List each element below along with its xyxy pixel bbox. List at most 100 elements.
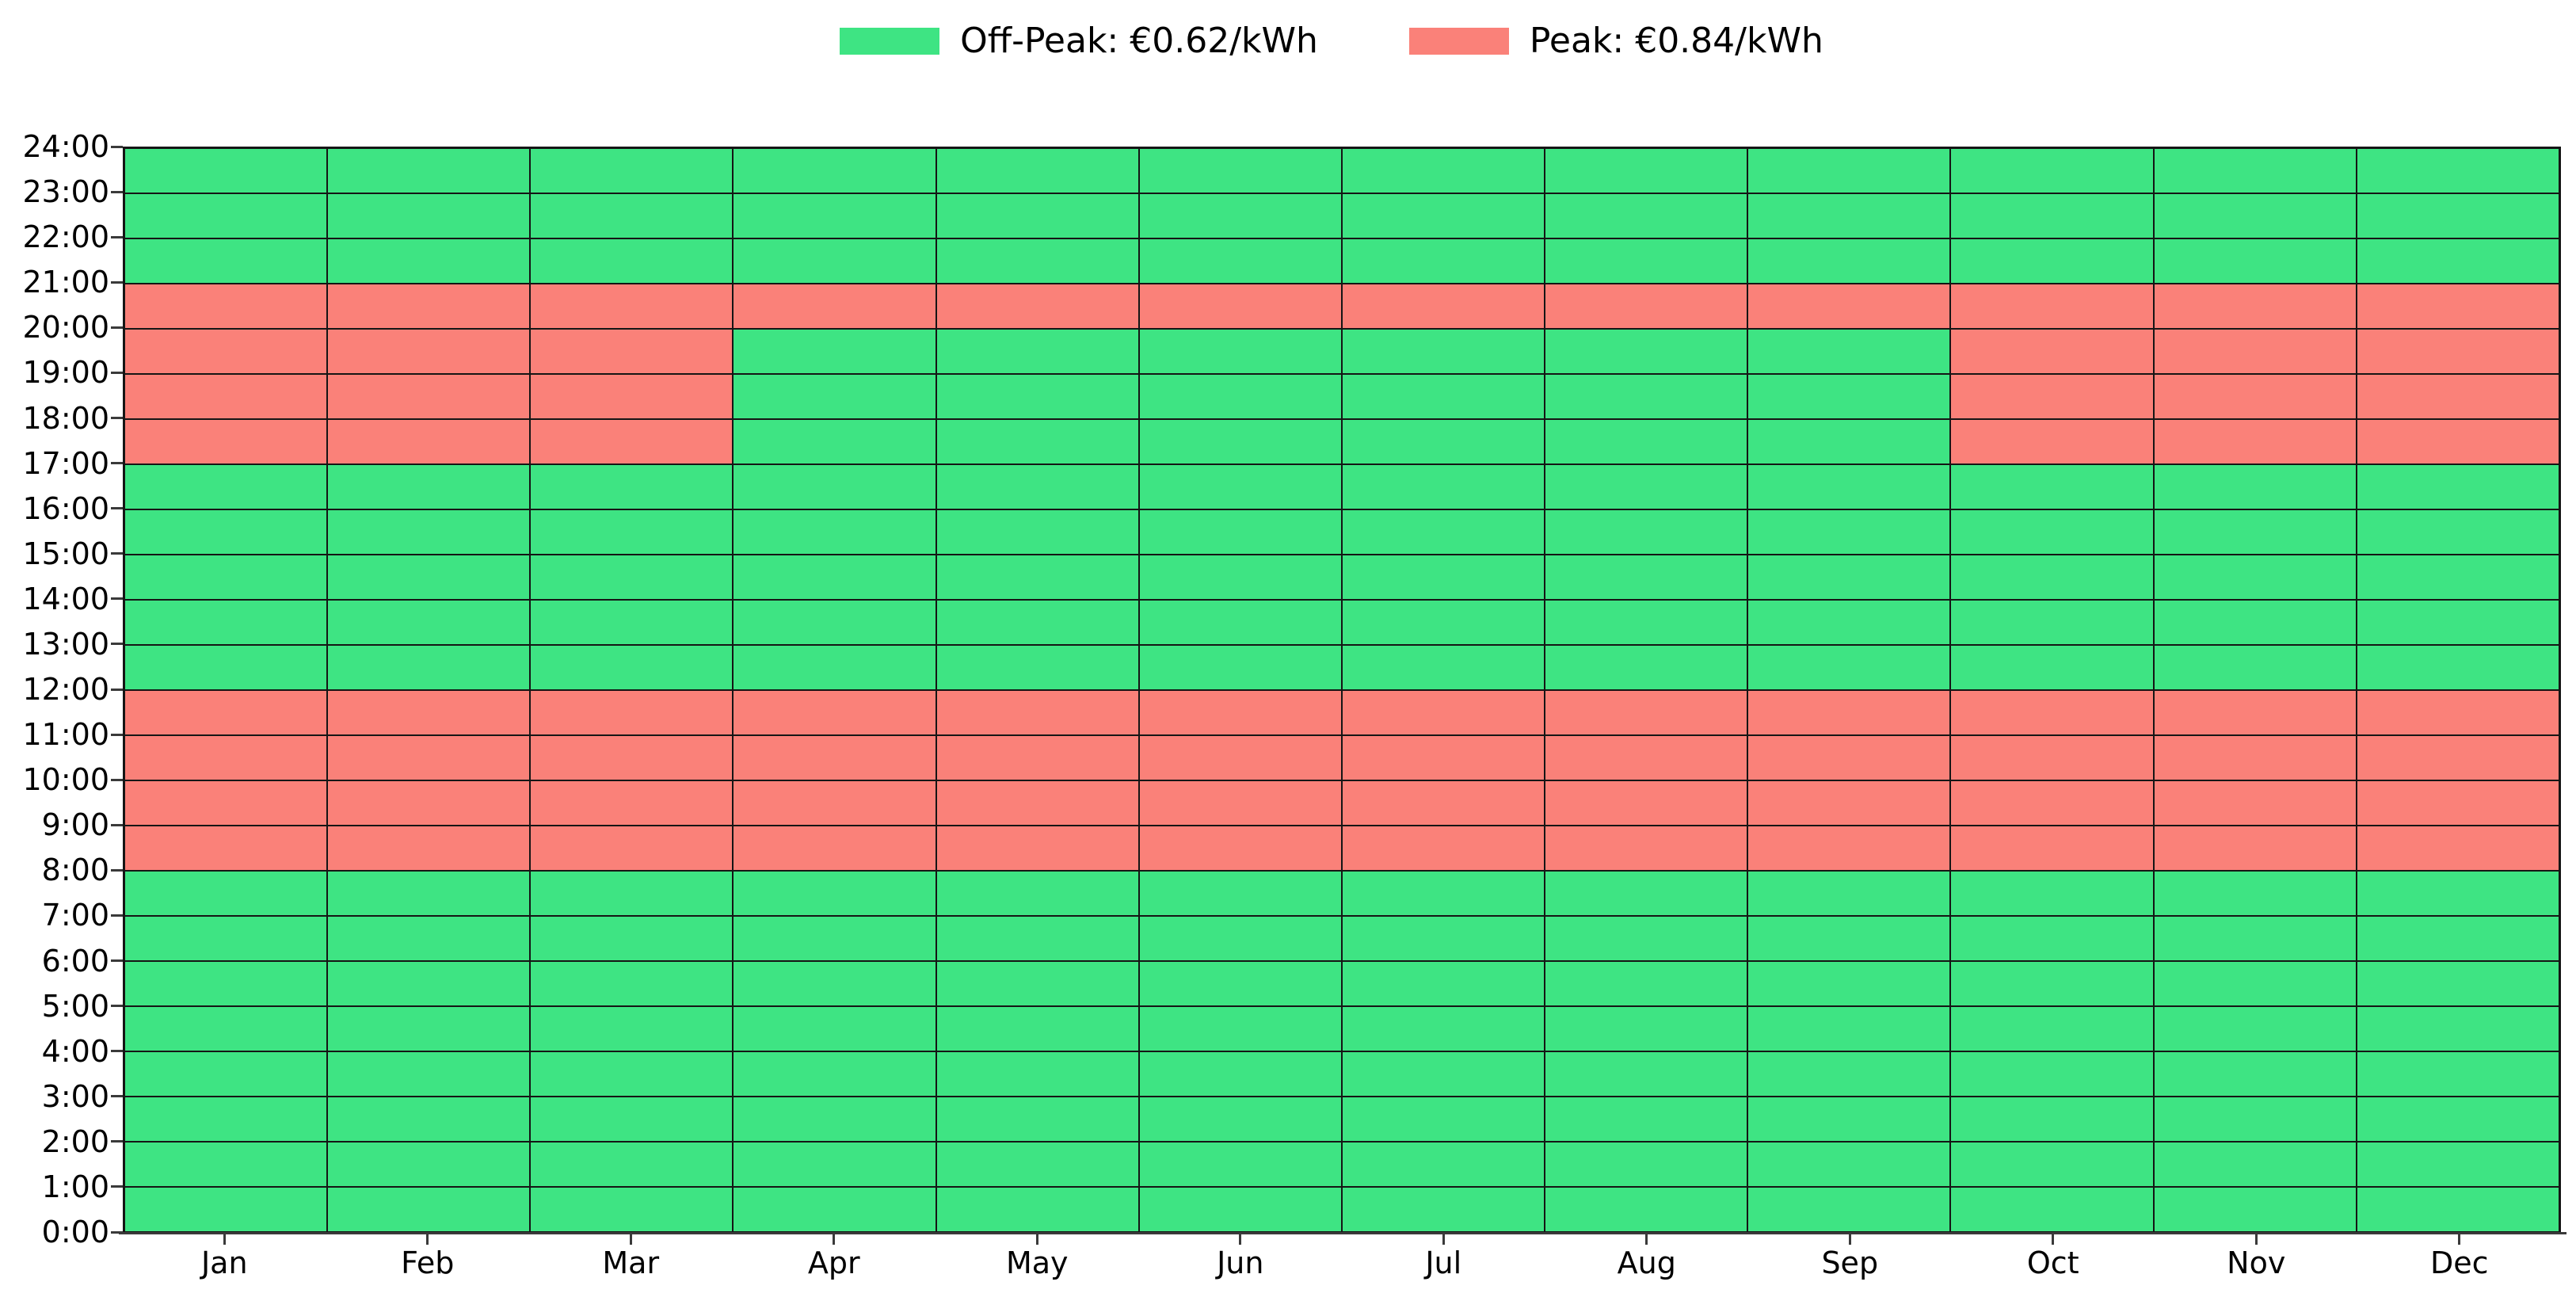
tariff-cell [1950,509,2154,555]
tariff-cell [1341,826,1545,871]
tariff-cell [530,1006,734,1051]
tariff-cell [1747,780,1951,826]
tariff-cell [2356,238,2559,284]
tariff-cell [1545,419,1748,464]
tariff-cell [1950,735,2154,780]
tariff-cell [1747,961,1951,1006]
tariff-cell [1950,148,2154,193]
tariff-cell [2153,871,2357,916]
tariff-cell [1341,961,1545,1006]
tariff-cell [2356,419,2559,464]
tariff-cell [327,284,531,329]
tariff-cell [327,419,531,464]
tariff-cell [1138,735,1342,780]
tariff-cell [2153,238,2357,284]
tariff-cell [327,509,531,555]
tariff-cell [124,509,328,555]
x-tick-label: May [1005,1246,1069,1280]
y-tick-label: 17:00 [22,445,109,481]
tariff-cell [2153,374,2357,419]
tariff-cell [124,645,328,690]
tariff-cell [530,961,734,1006]
tariff-cell [1950,193,2154,238]
tariff-cell [733,419,936,464]
tariff-cell [1747,645,1951,690]
tariff-cell [1341,600,1545,645]
tariff-cell [530,555,734,600]
tariff-cell [1341,464,1545,509]
tariff-cell [124,780,328,826]
y-tick-mark [111,1140,123,1143]
y-tick-mark [111,914,123,917]
tariff-cell [2153,690,2357,735]
tariff-cell [1138,916,1342,961]
tariff-cell [936,148,1139,193]
tariff-cell [1545,148,1748,193]
y-tick-mark [111,733,123,736]
tariff-cell [530,735,734,780]
tariff-cell [1747,916,1951,961]
tariff-cell [530,374,734,419]
x-tick-label: Mar [602,1246,660,1280]
tariff-cell [327,1006,531,1051]
tariff-cell [1341,1142,1545,1187]
y-tick-label: 23:00 [22,174,109,210]
tariff-cell [124,961,328,1006]
y-tick-mark [111,1005,123,1008]
tariff-cell [936,735,1139,780]
tariff-cell [1341,1187,1545,1232]
y-tick-label: 20:00 [22,310,109,345]
tariff-cell [1138,193,1342,238]
tariff-cell [124,871,328,916]
tariff-cell [936,1051,1139,1097]
tariff-cell [1138,600,1342,645]
tariff-cell [1341,690,1545,735]
tariff-cell [124,1187,328,1232]
tariff-cell [1950,871,2154,916]
tariff-cell [936,238,1139,284]
y-tick-mark [111,597,123,601]
tariff-cell [2356,826,2559,871]
tariff-cell [1950,238,2154,284]
tariff-cell [1545,735,1748,780]
tariff-cell [2153,284,2357,329]
y-tick-mark [111,959,123,962]
tariff-cell [1545,193,1748,238]
x-tick-mark [2254,1233,2258,1245]
tariff-cell [2153,916,2357,961]
tariff-cell [2153,555,2357,600]
tariff-cell [733,916,936,961]
x-tick-label: Oct [2026,1246,2079,1280]
y-tick-mark [111,1185,123,1188]
tariff-cell [1341,509,1545,555]
tariff-cell [327,1142,531,1187]
tariff-cell [1138,238,1342,284]
tariff-cell [1138,419,1342,464]
tariff-cell [327,464,531,509]
tariff-cell [936,1006,1139,1051]
tariff-cell [1950,1097,2154,1142]
tariff-cell [327,916,531,961]
tariff-cell [327,193,531,238]
y-tick-mark [111,371,123,374]
x-tick-mark [2052,1233,2055,1245]
tariff-cell [936,1187,1139,1232]
tariff-cell [1138,780,1342,826]
y-tick-label: 0:00 [41,1215,109,1249]
y-tick-mark [111,552,123,555]
tariff-cell [1138,374,1342,419]
tariff-cell [733,871,936,916]
tariff-cell [530,1097,734,1142]
tariff-cell [936,193,1139,238]
tariff-cell [2356,961,2559,1006]
tariff-cell [2356,374,2559,419]
tariff-cell [1138,645,1342,690]
x-tick-mark [1848,1233,1851,1245]
tariff-cell [733,284,936,329]
tariff-cell [1545,238,1748,284]
y-tick-mark [111,280,123,284]
tariff-cell [327,780,531,826]
tariff-cell [733,238,936,284]
x-tick-mark [629,1233,632,1245]
